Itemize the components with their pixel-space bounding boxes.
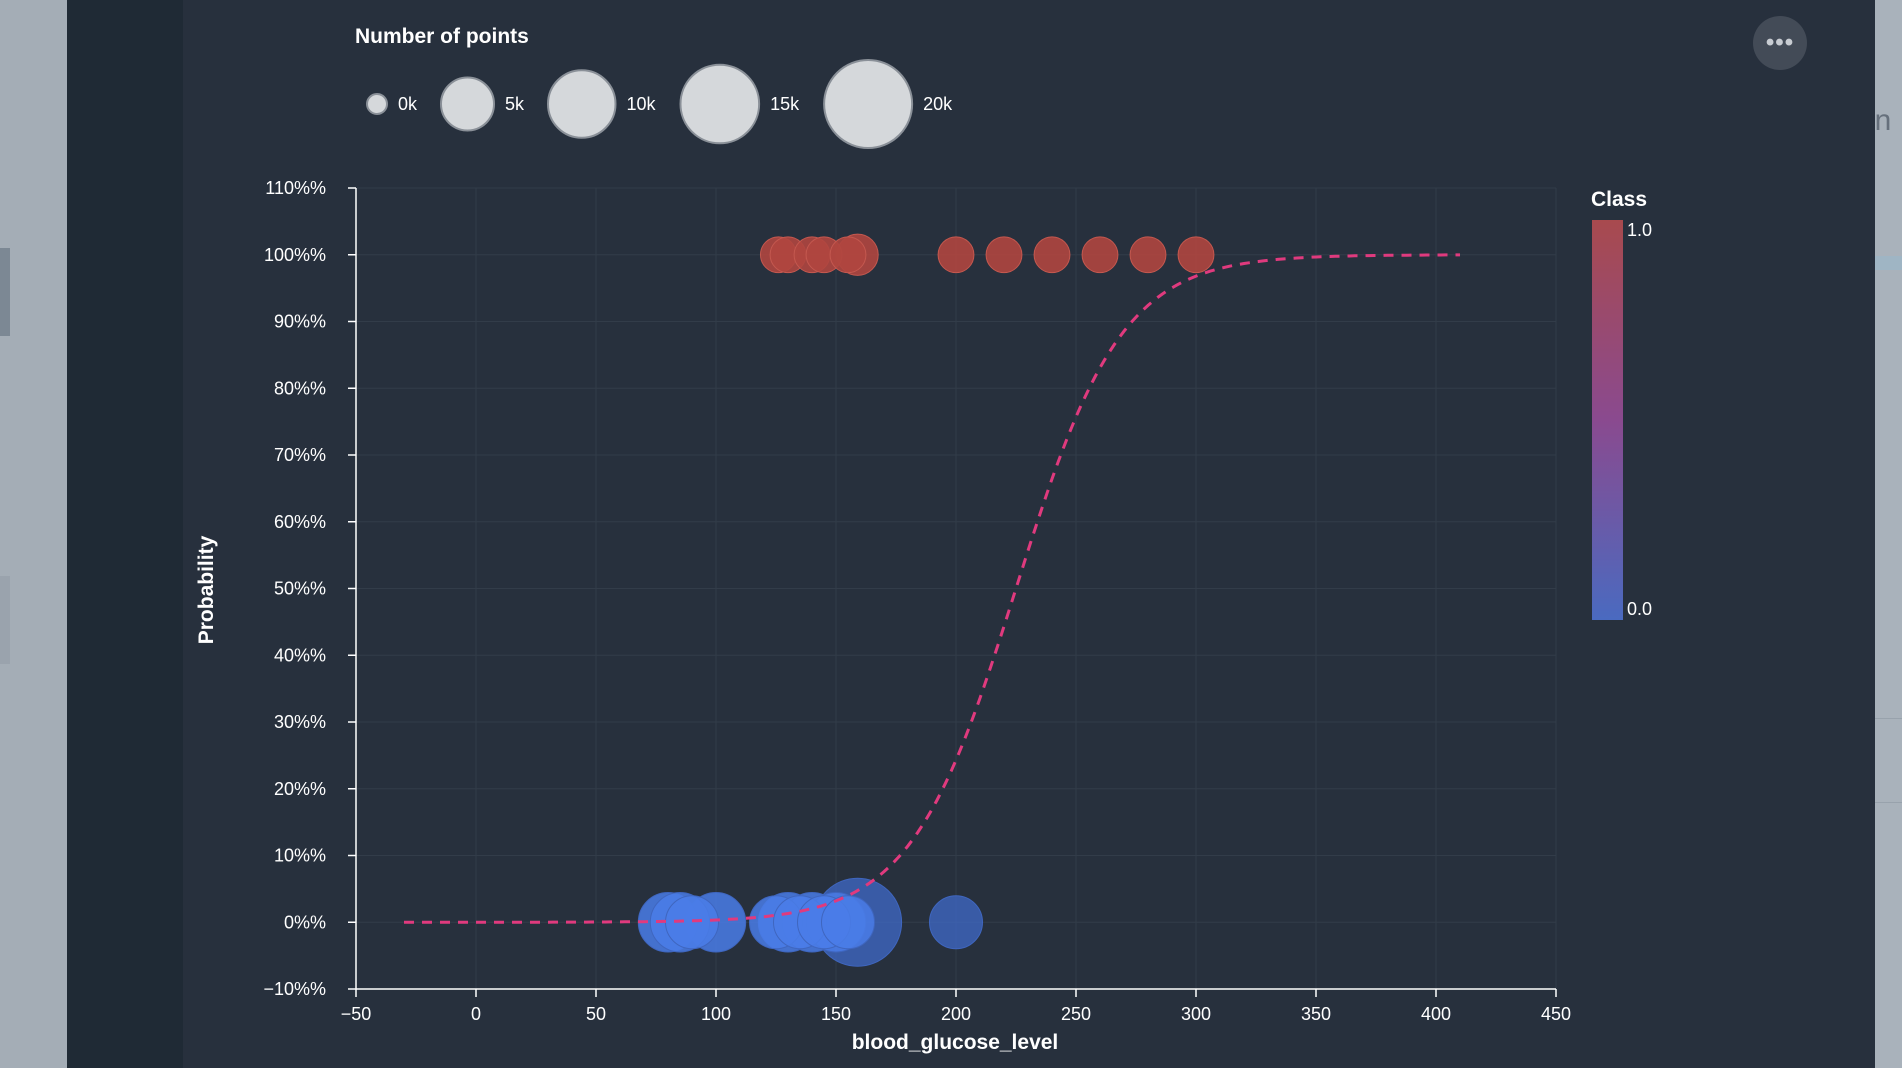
data-point <box>1081 236 1119 274</box>
y-tick-label: 0%% <box>284 912 326 932</box>
x-tick-label: 200 <box>941 1004 971 1024</box>
data-point <box>665 895 719 950</box>
data-point <box>1177 236 1215 274</box>
size-legend-label: 0k <box>398 94 418 114</box>
x-tick-label: 250 <box>1061 1004 1091 1024</box>
more-dots-icon: ••• <box>1765 29 1795 56</box>
y-tick-label: 110%% <box>265 178 326 198</box>
x-tick-label: 0 <box>471 1004 481 1024</box>
x-tick-label: 50 <box>586 1004 606 1024</box>
size-legend-label: 20k <box>923 94 953 114</box>
size-legend-circle <box>547 69 617 139</box>
x-tick-label: 300 <box>1181 1004 1211 1024</box>
y-tick-label: −10%% <box>263 979 326 999</box>
background-divider <box>1858 718 1902 719</box>
y-tick-label: 80%% <box>274 378 326 398</box>
data-point <box>829 236 867 274</box>
color-legend-min-label: 0.0 <box>1627 599 1652 619</box>
background-divider <box>1858 802 1902 803</box>
data-point <box>1129 236 1167 274</box>
y-tick-label: 40%% <box>274 645 326 665</box>
y-tick-label: 90%% <box>274 312 326 332</box>
chart-grid <box>355 187 1557 990</box>
x-tick-label: −50 <box>341 1004 372 1024</box>
size-legend: Number of points 0k 5k 10k 15k 20k <box>355 25 953 149</box>
color-legend-max-label: 1.0 <box>1627 220 1652 240</box>
y-tick-label: 60%% <box>274 512 326 532</box>
size-legend-circle <box>679 63 761 145</box>
size-legend-circle <box>366 93 388 115</box>
data-point <box>937 236 975 274</box>
y-tick-label: 50%% <box>274 579 326 599</box>
x-tick-label: 400 <box>1421 1004 1451 1024</box>
background-left-panel <box>0 0 67 1068</box>
size-legend-circle <box>440 76 495 132</box>
y-tick-label: 70%% <box>274 445 326 465</box>
color-legend-title: Class <box>1591 188 1647 211</box>
data-point <box>985 236 1023 274</box>
y-tick-label: 30%% <box>274 712 326 732</box>
color-legend: Class 1.0 0.0 <box>1591 188 1652 620</box>
more-options-button[interactable]: ••• <box>1753 16 1807 70</box>
chart-points <box>637 233 1215 967</box>
background-left-block <box>0 576 10 664</box>
y-tick-label: 100%% <box>264 245 326 265</box>
x-tick-label: 100 <box>701 1004 731 1024</box>
size-legend-title: Number of points <box>355 25 529 48</box>
background-left-block <box>0 248 10 336</box>
y-tick-label: 20%% <box>274 779 326 799</box>
x-tick-label: 350 <box>1301 1004 1331 1024</box>
y-tick-label: 10%% <box>274 846 326 866</box>
data-point <box>1033 236 1071 274</box>
data-point <box>821 895 875 950</box>
size-legend-label: 10k <box>626 94 656 114</box>
y-axis-label: Probability <box>195 535 218 644</box>
color-legend-bar <box>1592 220 1623 620</box>
size-legend-label: 15k <box>770 94 800 114</box>
data-point <box>929 895 983 950</box>
size-legend-label: 5k <box>505 94 525 114</box>
size-legend-circle <box>823 59 914 149</box>
chart-axes: −50 0 50 100 150 200 250 300 350 400 450 −10%% 0%% 10… <box>263 178 1571 1024</box>
logistic-curve <box>404 253 1460 924</box>
x-tick-label: 450 <box>1541 1004 1571 1024</box>
x-axis-label: blood_glucose_level <box>852 1031 1059 1054</box>
x-tick-label: 150 <box>821 1004 851 1024</box>
